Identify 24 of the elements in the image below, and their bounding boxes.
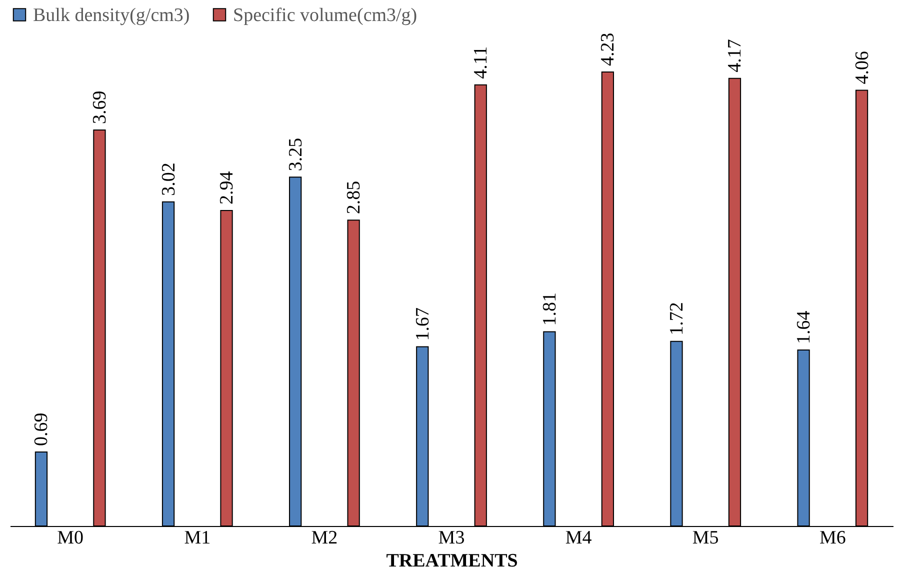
x-tick-label: M1 [184,528,211,548]
x-tick-label: M5 [692,528,719,548]
data-label: 3.69 [89,90,110,124]
x-tick-label: M2 [311,528,338,548]
x-tick-label: M4 [565,528,592,548]
data-label: 3.02 [158,162,180,196]
data-label: 2.85 [344,180,365,214]
x-axis-title: TREATMENTS [386,550,518,572]
x-tick-label: M3 [438,528,465,548]
data-label: 3.25 [285,138,306,172]
data-label: 2.94 [216,170,238,204]
legend-label: Specific volume(cm3/g) [233,4,418,26]
data-label: 4.11 [470,46,492,79]
data-label: 1.67 [412,308,434,341]
data-label: 1.81 [539,292,560,326]
x-tick-label: M6 [819,528,846,548]
data-label: 4.06 [852,50,873,84]
data-label: 0.69 [31,412,52,446]
legend-label: Bulk density(g/cm3) [33,4,190,26]
data-label: 4.17 [724,39,746,72]
data-label: 4.23 [598,32,619,66]
data-label: 1.72 [666,302,688,336]
x-tick-label: M0 [57,528,84,548]
data-label: 1.64 [794,310,815,344]
